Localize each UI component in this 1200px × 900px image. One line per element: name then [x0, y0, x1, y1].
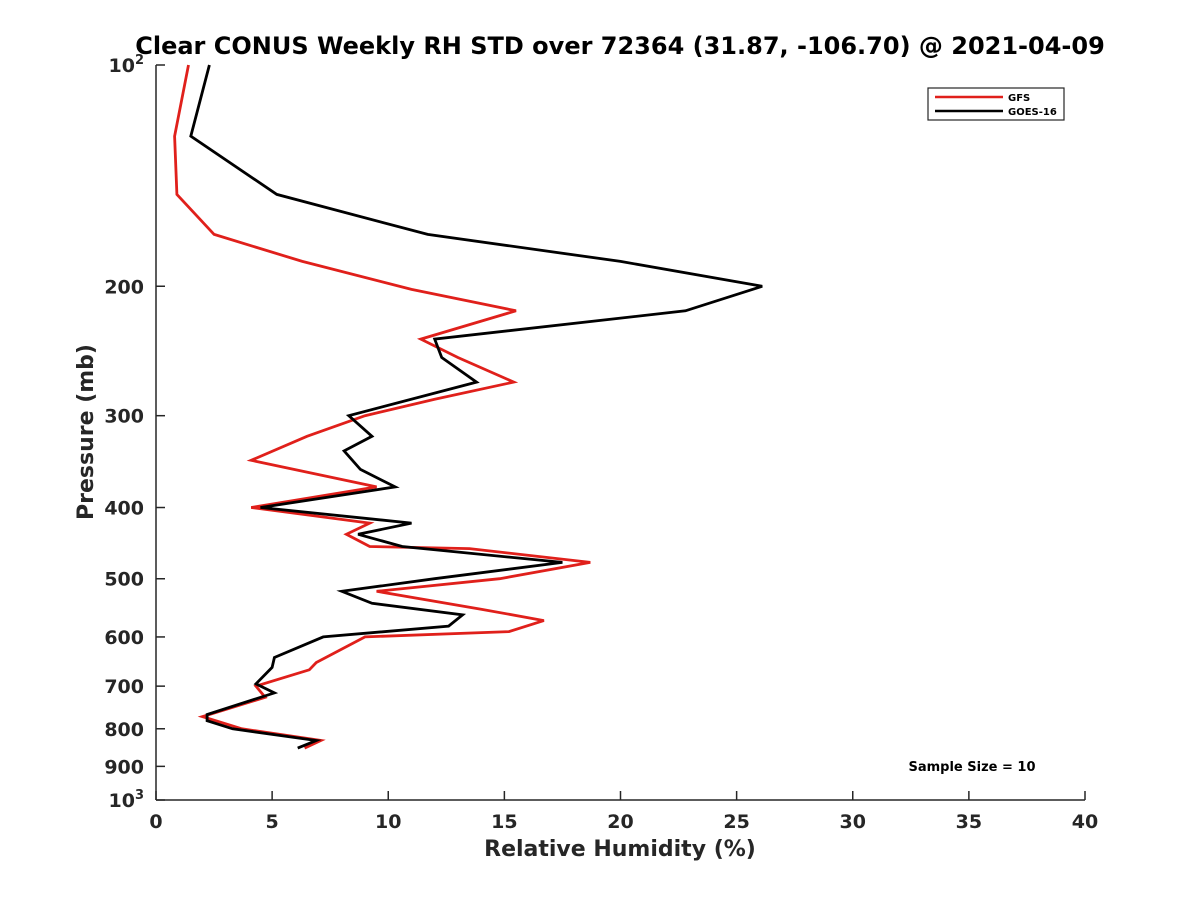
- y-tick-label: 900: [104, 756, 144, 778]
- y-tick-label: 102: [109, 53, 145, 77]
- x-tick-label: 35: [956, 811, 982, 833]
- x-axis-ticks: 0 5 10 15 20 25 30 35 40: [149, 791, 1098, 833]
- legend-label-gfs: GFS: [1008, 93, 1030, 104]
- x-tick-label: 15: [491, 811, 517, 833]
- y-axis-label: Pressure (mb): [74, 344, 99, 520]
- y-tick-label: 700: [104, 676, 144, 698]
- x-tick-label: 5: [266, 811, 279, 833]
- x-tick-label: 40: [1072, 811, 1098, 833]
- y-tick-label: 400: [104, 498, 144, 520]
- x-axis-label: Relative Humidity (%): [484, 837, 756, 862]
- series-line-goes16: [189, 64, 763, 750]
- x-tick-label: 25: [723, 811, 749, 833]
- legend-label-goes16: GOES-16: [1008, 107, 1057, 118]
- legend-box: [927, 87, 1065, 121]
- y-tick-label: 200: [104, 276, 144, 298]
- y-tick-label: 800: [104, 719, 144, 741]
- chart-title: Clear CONUS Weekly RH STD over 72364 (31…: [135, 32, 1105, 60]
- y-tick-label: 600: [104, 627, 144, 649]
- y-tick-label: 500: [104, 569, 144, 591]
- x-tick-label: 10: [375, 811, 401, 833]
- series-line-gfs: [173, 64, 591, 750]
- x-tick-label: 20: [607, 811, 633, 833]
- series-layer: [173, 64, 763, 750]
- y-tick-label: 103: [109, 788, 145, 812]
- plot-area: [156, 65, 1085, 800]
- x-tick-label: 30: [840, 811, 866, 833]
- x-tick-label: 0: [149, 811, 162, 833]
- y-axis-ticks: 102 200 300 400 500 600 700 800 900 103: [104, 53, 165, 812]
- legend: GFS GOES-16: [927, 87, 1065, 121]
- y-tick-label: 300: [104, 406, 144, 428]
- sample-size-annotation: Sample Size = 10: [908, 760, 1035, 775]
